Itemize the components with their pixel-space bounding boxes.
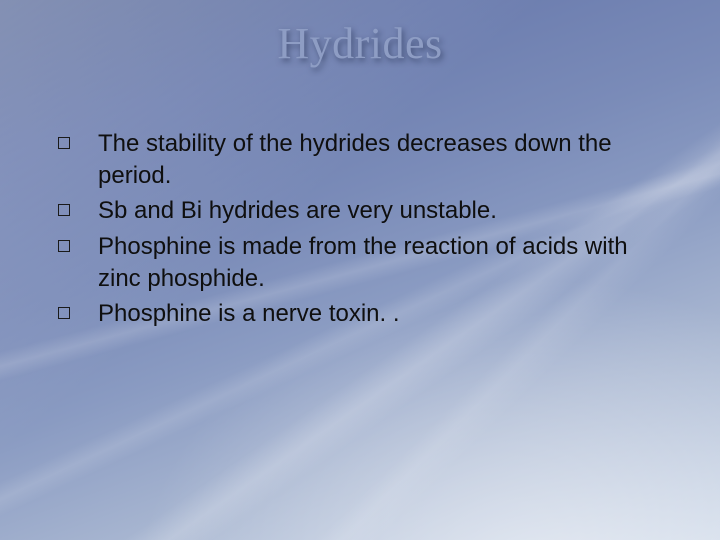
list-item: Phosphine is a nerve toxin. .: [58, 298, 660, 330]
bullet-marker-icon: [58, 240, 70, 252]
bullet-text: Sb and Bi hydrides are very unstable.: [98, 195, 660, 227]
list-item: The stability of the hydrides decreases …: [58, 128, 660, 191]
list-item: Sb and Bi hydrides are very unstable.: [58, 195, 660, 227]
bullet-text: Phosphine is made from the reaction of a…: [98, 231, 660, 294]
bullet-marker-icon: [58, 204, 70, 216]
bullet-text: Phosphine is a nerve toxin. .: [98, 298, 660, 330]
slide: Hydrides The stability of the hydrides d…: [0, 0, 720, 540]
bullet-list: The stability of the hydrides decreases …: [58, 128, 660, 334]
bullet-text: The stability of the hydrides decreases …: [98, 128, 660, 191]
list-item: Phosphine is made from the reaction of a…: [58, 231, 660, 294]
bullet-marker-icon: [58, 307, 70, 319]
bullet-marker-icon: [58, 137, 70, 149]
slide-title: Hydrides: [0, 18, 720, 69]
